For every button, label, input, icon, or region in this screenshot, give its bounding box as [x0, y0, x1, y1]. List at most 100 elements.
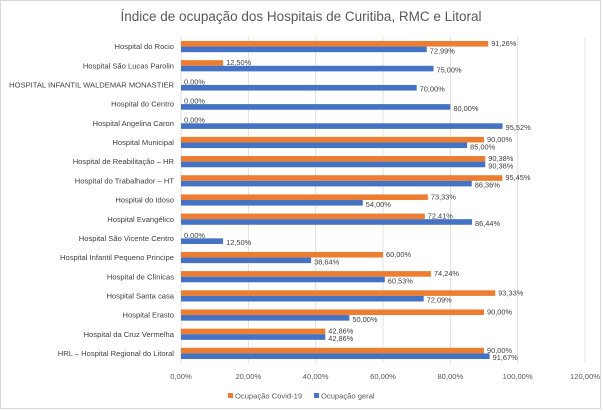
- data-label: 80,00%: [453, 104, 478, 113]
- data-label: 12,50%: [226, 58, 251, 67]
- legend: Ocupação Covid-19 Ocupação geral: [228, 392, 375, 401]
- bar-geral: [181, 334, 326, 340]
- data-label: 95,52%: [506, 123, 531, 132]
- bar-geral: [181, 123, 503, 129]
- bar-covid: [181, 136, 484, 143]
- category-label: Hospital Infantil Pequeno Principe: [60, 253, 174, 262]
- category-label: Hospital São Lucas Parolin: [83, 61, 174, 70]
- data-label: 90,00%: [487, 346, 512, 355]
- x-tick-label: 60,00%: [370, 372, 396, 381]
- category-label: Hospital do Idoso: [115, 196, 174, 205]
- bar-geral: [181, 180, 472, 187]
- bars: 91,26% 72,99% 12,50% 75,00% 0,00% 70,00% 0,00%…: [181, 39, 531, 362]
- data-label: 60,53%: [388, 277, 413, 286]
- data-label: 75,00%: [437, 66, 462, 75]
- data-label: 0,00%: [184, 116, 205, 125]
- bar-covid: [181, 40, 489, 47]
- legend-entry: Ocupação geral: [321, 392, 375, 401]
- bar-geral: [181, 142, 468, 149]
- legend-entry: Ocupação Covid-19: [235, 392, 302, 401]
- legend-swatch: [314, 393, 319, 398]
- x-tick-labels: 0,00% 20,00% 40,00% 60,00% 80,00% 100,00% 120,…: [170, 372, 600, 381]
- data-label: 72,41%: [428, 212, 453, 221]
- bar-geral: [181, 161, 486, 168]
- data-label: 73,33%: [431, 192, 456, 201]
- category-label: Hospital de Reabilitação – HR: [73, 157, 175, 166]
- bar-geral: [181, 238, 224, 244]
- data-label: 50,00%: [352, 315, 377, 324]
- bar-covid: [181, 213, 425, 220]
- bar-covid: [181, 328, 326, 335]
- data-label: 72,99%: [430, 46, 455, 55]
- bar-covid: [181, 175, 503, 181]
- bar-geral: [181, 65, 434, 72]
- bar-covid: [181, 60, 224, 66]
- data-label: 38,64%: [314, 257, 339, 266]
- data-label: 70,00%: [420, 85, 445, 94]
- x-tick-label: 100,00%: [503, 372, 533, 381]
- data-label: 90,38%: [488, 154, 513, 163]
- category-label: Hospital do Centro: [111, 100, 174, 109]
- data-label: 86,44%: [475, 219, 500, 228]
- data-label: 95,45%: [505, 173, 530, 182]
- bar-geral: [181, 104, 451, 110]
- bar-covid: [181, 156, 486, 162]
- data-label: 0,00%: [184, 231, 205, 240]
- bar-geral: [181, 257, 312, 264]
- legend-swatch: [228, 393, 233, 398]
- x-tick-label: 20,00%: [235, 372, 261, 381]
- data-label: 72,09%: [427, 296, 452, 305]
- gridlines: [180, 37, 586, 363]
- category-labels: Hospital do Rocio Hospital São Lucas Paro…: [9, 42, 175, 358]
- data-label: 0,00%: [184, 97, 205, 106]
- bar-geral: [181, 315, 350, 321]
- data-label: 85,00%: [470, 142, 495, 151]
- bar-covid: [181, 347, 484, 354]
- bar-geral: [181, 353, 490, 360]
- data-label: 60,00%: [386, 250, 411, 259]
- category-label: Hospital de Clínicas: [107, 272, 174, 281]
- bar-geral: [181, 46, 427, 53]
- category-label: Hospital do Rocio: [114, 42, 174, 51]
- x-tick-label: 0,00%: [170, 372, 192, 381]
- category-label: Hospital Santa casa: [106, 291, 174, 300]
- category-label: Hospital da Cruz Vermelha: [84, 330, 175, 339]
- category-label: Hospital São Vicente Centro: [79, 234, 174, 243]
- data-label: 93,33%: [498, 288, 523, 297]
- x-tick-label: 40,00%: [303, 372, 329, 381]
- data-label: 42,86%: [328, 327, 353, 336]
- data-label: 42,86%: [328, 334, 353, 343]
- data-label: 86,36%: [475, 181, 500, 190]
- data-label: 12,50%: [226, 238, 251, 247]
- bar-geral: [181, 200, 363, 206]
- bar-geral: [181, 295, 424, 302]
- bar-geral: [181, 219, 473, 225]
- bar-geral: [181, 84, 417, 91]
- data-label: 90,38%: [488, 161, 513, 170]
- category-label: Hospital Evangélico: [107, 215, 174, 224]
- data-label: 90,00%: [487, 307, 512, 316]
- category-label: Hospital do Trabalhador – HT: [75, 176, 175, 185]
- category-label: Hospital Municipal: [112, 138, 174, 147]
- category-label: Hospital Angelina Caron: [93, 119, 174, 128]
- bar-covid: [181, 194, 428, 200]
- category-label: HOSPITAL INFANTIL WALDEMAR MONASTIER: [9, 81, 174, 90]
- chart-title: Índice de ocupação dos Hospitais de Curi…: [121, 9, 482, 24]
- category-label: Hospital Erasto: [123, 311, 175, 320]
- data-label: 0,00%: [184, 77, 205, 86]
- category-label: HRL – Hospital Regional do Litoral: [58, 349, 175, 358]
- x-tick-label: 120,00%: [570, 372, 600, 381]
- bar-covid: [181, 309, 484, 316]
- data-label: 91,26%: [491, 39, 516, 48]
- x-tick-label: 80,00%: [437, 372, 463, 381]
- bar-covid: [181, 251, 383, 258]
- data-label: 90,00%: [487, 135, 512, 144]
- bar-geral: [181, 276, 385, 283]
- data-label: 74,24%: [434, 269, 459, 278]
- bar-covid: [181, 271, 431, 277]
- data-label: 91,67%: [493, 353, 518, 362]
- data-label: 54,00%: [366, 200, 391, 209]
- bar-covid: [181, 290, 496, 296]
